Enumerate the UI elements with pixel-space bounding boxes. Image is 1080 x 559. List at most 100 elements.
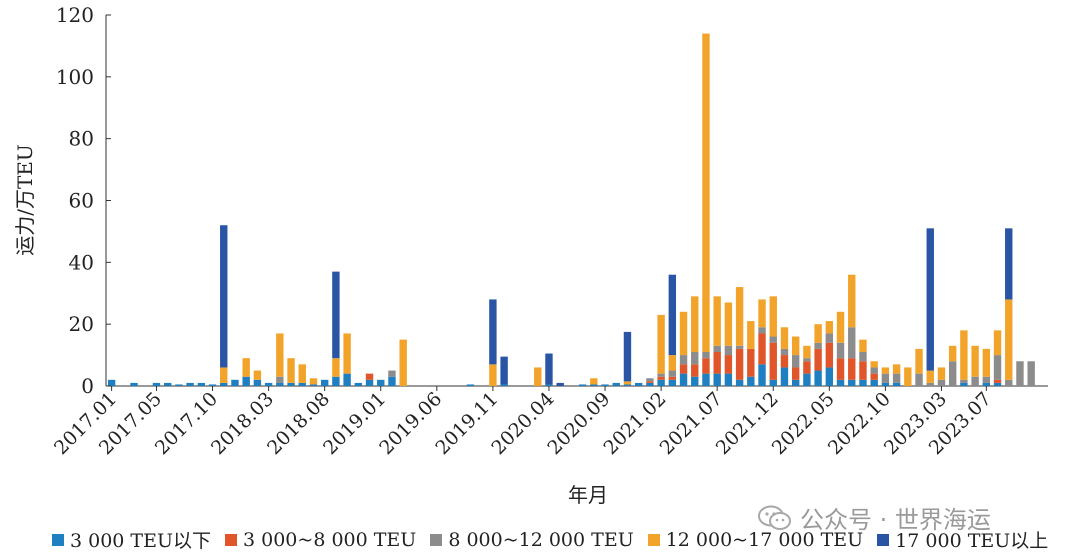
- bar-segment: [220, 225, 228, 368]
- bar-segment: [971, 376, 979, 386]
- bar-segment: [691, 351, 699, 365]
- bar-segment: [668, 379, 677, 386]
- bar-segment: [960, 379, 968, 383]
- bar-segment: [713, 296, 721, 346]
- legend-label: 3 000 TEU以下: [70, 530, 211, 552]
- bar-segment: [668, 274, 677, 356]
- bar-segment: [365, 379, 374, 386]
- bar-segment: [287, 382, 295, 386]
- bar-segment: [724, 302, 733, 346]
- y-tick-label: 120: [56, 3, 94, 27]
- bar-segment: [320, 379, 329, 386]
- bar-segment: [937, 367, 946, 380]
- bar-segment: [859, 339, 867, 352]
- legend-label: 12 000~17 000 TEU: [665, 528, 864, 551]
- bar-segment: [343, 373, 351, 386]
- bar-segment: [354, 382, 363, 386]
- bar-segment: [220, 367, 228, 383]
- bar-segment: [657, 379, 665, 386]
- bar-segment: [870, 373, 878, 380]
- bar-segment: [803, 358, 811, 362]
- bar-segment: [803, 373, 811, 386]
- bar-segment: [388, 376, 396, 386]
- bar-segment: [870, 367, 878, 374]
- bar-segment: [870, 361, 878, 368]
- legend-item-8000-12000: 8 000~12 000 TEU: [430, 526, 634, 553]
- legend-item-3000-8000: 3 000~8 000 TEU: [225, 526, 416, 553]
- watermark: 公众号 · 世界海运: [758, 500, 991, 535]
- bar-segment: [859, 361, 867, 380]
- bar-segment: [747, 376, 755, 386]
- bar-segment: [691, 296, 699, 352]
- bar-segment: [724, 345, 733, 356]
- bar-segment: [948, 345, 957, 362]
- bar-segment: [848, 358, 856, 380]
- watermark-text: 公众号 · 世界海运: [800, 506, 991, 534]
- bar-segment: [612, 382, 620, 386]
- bar-segment: [735, 379, 744, 386]
- bar-segment: [702, 373, 710, 386]
- bar-segment: [948, 361, 957, 386]
- bar-segment: [904, 367, 912, 386]
- bar-segment: [646, 382, 654, 386]
- bar-segment: [646, 378, 654, 382]
- y-tick-labels: 0 20 40 60 80 100 120: [56, 3, 111, 398]
- bar-segment: [735, 348, 744, 380]
- bar-segment: [971, 345, 979, 377]
- bar-segment: [242, 376, 250, 386]
- bar-segment: [646, 381, 654, 383]
- bar-segment: [892, 364, 901, 374]
- bar-segment: [702, 358, 710, 374]
- bars-group: [107, 33, 1035, 387]
- bar-segment: [814, 348, 822, 371]
- y-axis-title: 运力/万TEU: [13, 144, 37, 256]
- bar-segment: [578, 384, 587, 386]
- bar-segment: [590, 384, 598, 386]
- bar-segment: [242, 358, 250, 377]
- bar-segment: [545, 384, 553, 386]
- bar-segment: [388, 370, 396, 377]
- bar-segment: [668, 376, 677, 380]
- bar-segment: [332, 358, 340, 377]
- legend-item-under-3000: 3 000 TEU以下: [52, 526, 211, 553]
- bar-segment: [747, 348, 755, 377]
- x-axis-title: 年月: [568, 483, 608, 507]
- bar-segment: [803, 361, 811, 374]
- bar-segment: [993, 382, 1002, 386]
- bar-segment: [758, 333, 766, 365]
- bar-segment: [848, 327, 856, 359]
- bar-segment: [276, 333, 284, 377]
- bar-segment: [769, 379, 777, 386]
- bar-segment: [220, 382, 228, 386]
- y-tick-label: 40: [69, 250, 94, 274]
- stacked-bar-chart: 0 20 40 60 80 100 120 2017.012017.052017.10201…: [13, 3, 1048, 507]
- bar-segment: [724, 373, 733, 386]
- bar-segment: [937, 379, 946, 386]
- bar-segment: [163, 382, 172, 386]
- bar-segment: [993, 355, 1002, 380]
- bar-segment: [276, 376, 284, 383]
- bar-segment: [545, 353, 553, 385]
- bar-segment: [713, 345, 721, 352]
- legend-swatch: [877, 533, 890, 546]
- bar-segment: [500, 356, 508, 385]
- bar-segment: [735, 287, 744, 346]
- bar-segment: [691, 364, 699, 377]
- bar-segment: [825, 321, 834, 334]
- bar-segment: [186, 382, 194, 386]
- bar-segment: [623, 331, 632, 382]
- bar-segment: [556, 382, 564, 386]
- bar-segment: [769, 336, 777, 343]
- bar-segment: [769, 296, 777, 337]
- bar-segment: [152, 382, 161, 386]
- bar-segment: [870, 379, 878, 386]
- bar-segment: [623, 381, 632, 385]
- bar-segment: [780, 367, 789, 386]
- bar-segment: [702, 351, 710, 359]
- bar-segment: [892, 373, 901, 383]
- bar-segment: [791, 379, 800, 386]
- bar-segment: [825, 333, 834, 343]
- bar-segment: [623, 384, 632, 386]
- bar-segment: [130, 382, 138, 386]
- bar-segment: [791, 336, 800, 356]
